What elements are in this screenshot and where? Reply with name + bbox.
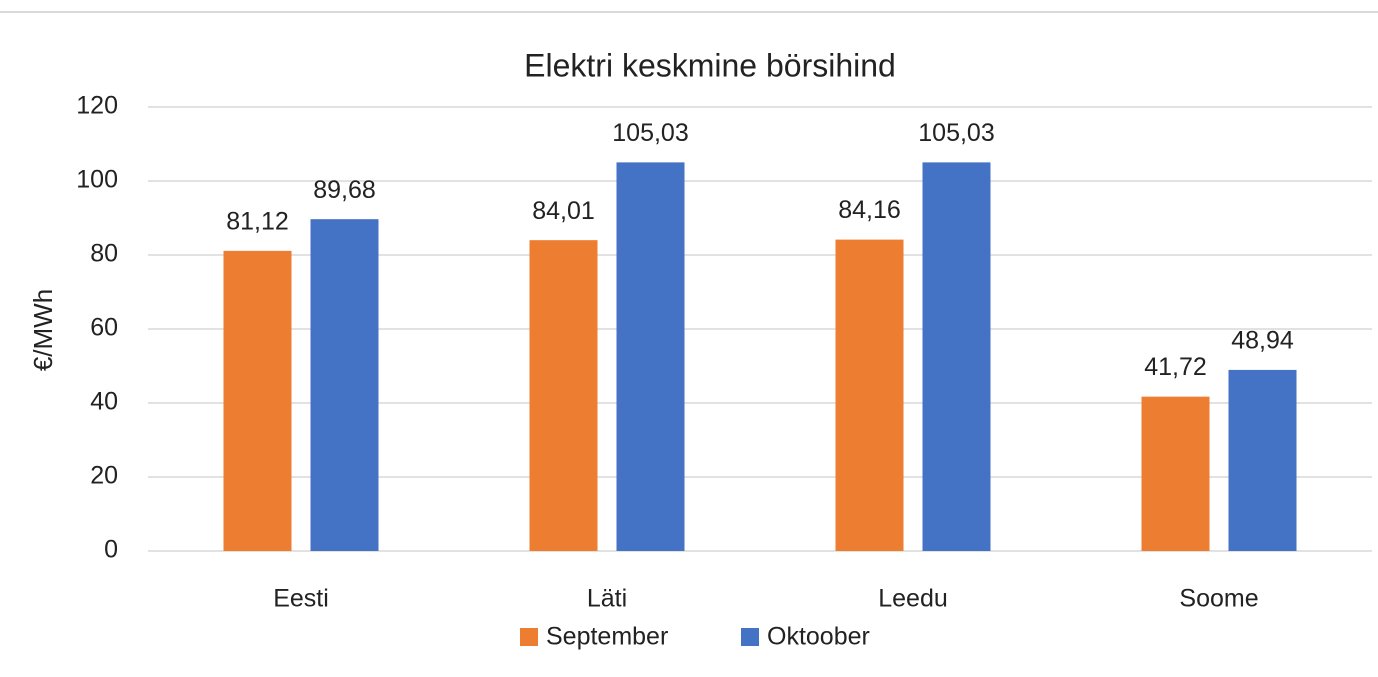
y-tick-label: 80 — [90, 240, 118, 268]
data-label: 89,68 — [313, 176, 376, 204]
y-tick-label: 60 — [90, 314, 118, 342]
x-tick-label: Leedu — [878, 585, 948, 613]
bar — [835, 239, 904, 551]
x-tick-label: Eesti — [273, 585, 329, 613]
y-tick-label: 0 — [104, 536, 118, 564]
bar — [616, 162, 685, 551]
bar — [1228, 369, 1297, 551]
legend-label: Oktoober — [767, 623, 870, 651]
bar — [310, 219, 379, 551]
legend-swatch — [741, 628, 759, 646]
chart-title: Elektri keskmine börsihind — [524, 47, 896, 83]
data-label: 41,72 — [1144, 353, 1207, 381]
y-tick-label: 20 — [90, 462, 118, 490]
data-label: 81,12 — [226, 207, 289, 235]
legend-label: September — [546, 623, 668, 651]
y-tick-label: 40 — [90, 388, 118, 416]
data-label: 84,16 — [838, 196, 901, 224]
data-label: 84,01 — [532, 197, 595, 225]
bar — [529, 240, 598, 551]
legend-swatch — [520, 628, 538, 646]
x-tick-label: Soome — [1179, 585, 1258, 613]
bar — [1141, 396, 1210, 551]
data-label: 105,03 — [612, 119, 688, 147]
x-tick-label: Läti — [587, 585, 627, 613]
data-label: 105,03 — [918, 119, 994, 147]
bar — [223, 250, 292, 551]
y-axis-label: €/MWh — [28, 289, 58, 371]
bar — [922, 162, 991, 551]
y-tick-label: 120 — [76, 92, 118, 120]
y-tick-label: 100 — [76, 166, 118, 194]
data-label: 48,94 — [1231, 327, 1294, 355]
